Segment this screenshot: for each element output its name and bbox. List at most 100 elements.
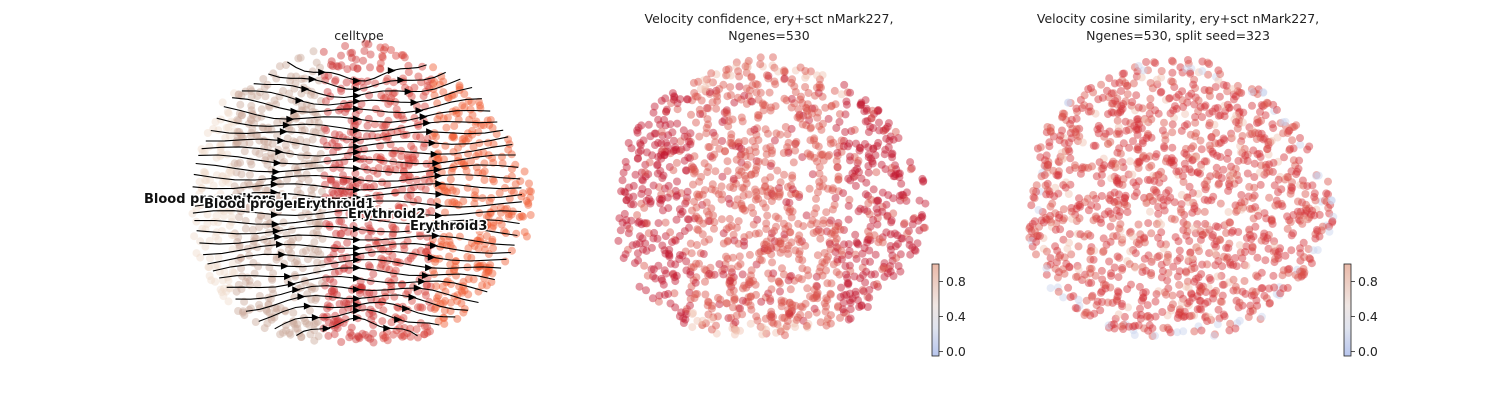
cell-point bbox=[414, 72, 423, 81]
confidence-point bbox=[635, 282, 644, 291]
confidence-point bbox=[886, 132, 895, 141]
cosine-point bbox=[1263, 145, 1272, 153]
cell-point bbox=[222, 123, 231, 132]
cell-point bbox=[447, 167, 456, 176]
cell-point bbox=[413, 333, 422, 342]
confidence-point bbox=[682, 257, 691, 266]
confidence-point bbox=[723, 167, 732, 176]
confidence-point bbox=[751, 195, 760, 204]
confidence-point bbox=[845, 261, 854, 270]
cell-point bbox=[378, 52, 387, 60]
cell-point bbox=[245, 202, 254, 211]
cell-point bbox=[485, 197, 494, 206]
cell-point bbox=[195, 189, 204, 198]
cell-point bbox=[345, 295, 354, 304]
cell-point bbox=[445, 268, 454, 277]
cell-point bbox=[376, 153, 385, 162]
confidence-point bbox=[877, 160, 886, 169]
cell-point bbox=[276, 330, 285, 339]
confidence-point bbox=[864, 143, 873, 152]
cell-point bbox=[429, 63, 438, 72]
cell-point bbox=[279, 328, 287, 337]
cell-point bbox=[409, 197, 418, 206]
confidence-point bbox=[780, 170, 789, 179]
confidence-point bbox=[773, 166, 782, 175]
cell-point bbox=[288, 235, 297, 244]
cosine-point bbox=[1087, 278, 1096, 287]
cell-point bbox=[515, 213, 524, 222]
cell-point bbox=[502, 175, 511, 184]
cosine-point bbox=[1253, 253, 1262, 262]
cell-point bbox=[520, 228, 529, 237]
cell-point bbox=[296, 201, 305, 210]
cell-point bbox=[201, 176, 210, 185]
confidence-point bbox=[669, 147, 678, 156]
cell-point bbox=[298, 106, 307, 115]
cell-point bbox=[526, 187, 535, 196]
confidence-point bbox=[855, 303, 864, 311]
cell-point bbox=[484, 268, 493, 276]
cell-point bbox=[426, 197, 435, 206]
cell-point bbox=[339, 177, 348, 186]
cell-point bbox=[233, 116, 242, 124]
cell-point bbox=[311, 245, 320, 254]
confidence-point bbox=[801, 299, 810, 308]
cosine-point bbox=[1114, 123, 1123, 132]
cell-point bbox=[253, 131, 262, 140]
cell-point bbox=[388, 231, 397, 240]
cell-point bbox=[310, 117, 319, 126]
cosine-point bbox=[1127, 280, 1135, 289]
colorbar-confidence: 0.00.40.8 bbox=[931, 263, 966, 359]
cell-point bbox=[487, 278, 496, 286]
cosine-point bbox=[1176, 290, 1185, 299]
cell-point bbox=[473, 236, 482, 245]
confidence-point bbox=[894, 169, 903, 178]
cell-point bbox=[335, 217, 344, 226]
confidence-point bbox=[754, 111, 762, 119]
cosine-point bbox=[1274, 175, 1283, 184]
cell-point bbox=[507, 172, 516, 181]
confidence-point bbox=[896, 250, 905, 259]
cell-point bbox=[468, 130, 477, 139]
cosine-point bbox=[1075, 194, 1083, 203]
cell-point bbox=[298, 102, 306, 110]
confidence-point bbox=[688, 310, 697, 319]
cosine-point bbox=[1325, 227, 1334, 236]
cosine-point bbox=[1232, 296, 1241, 305]
cell-point bbox=[507, 210, 516, 219]
confidence-point bbox=[871, 270, 879, 279]
cosine-point bbox=[1195, 247, 1203, 256]
confidence-point bbox=[710, 224, 718, 233]
cell-point bbox=[381, 292, 390, 301]
confidence-point bbox=[816, 318, 825, 327]
confidence-point bbox=[675, 232, 684, 240]
confidence-point bbox=[844, 240, 853, 249]
cosine-point bbox=[1142, 58, 1151, 66]
cell-point bbox=[337, 338, 346, 346]
cell-point bbox=[405, 223, 414, 232]
cosine-point bbox=[1265, 193, 1274, 202]
cosine-point bbox=[1076, 230, 1085, 239]
cell-point bbox=[322, 274, 330, 283]
cosine-point bbox=[1188, 156, 1197, 165]
confidence-point bbox=[726, 83, 735, 92]
cell-point bbox=[471, 186, 480, 195]
cell-point bbox=[398, 332, 407, 341]
streamline-arrow bbox=[276, 240, 285, 248]
streamline-arrow bbox=[303, 302, 312, 310]
confidence-point bbox=[780, 74, 789, 83]
cell-point bbox=[263, 160, 272, 169]
cosine-point bbox=[1184, 283, 1193, 292]
confidence-point bbox=[833, 163, 842, 172]
cell-point bbox=[404, 68, 413, 77]
confidence-point bbox=[816, 234, 825, 243]
cosine-point bbox=[1140, 254, 1149, 263]
cell-point bbox=[452, 187, 461, 196]
confidence-point bbox=[710, 218, 719, 227]
streamline-arrow bbox=[429, 242, 438, 250]
confidence-point bbox=[645, 195, 653, 203]
confidence-point bbox=[863, 303, 872, 311]
confidence-point bbox=[868, 106, 877, 115]
confidence-point bbox=[767, 229, 776, 238]
cell-point bbox=[302, 319, 311, 328]
